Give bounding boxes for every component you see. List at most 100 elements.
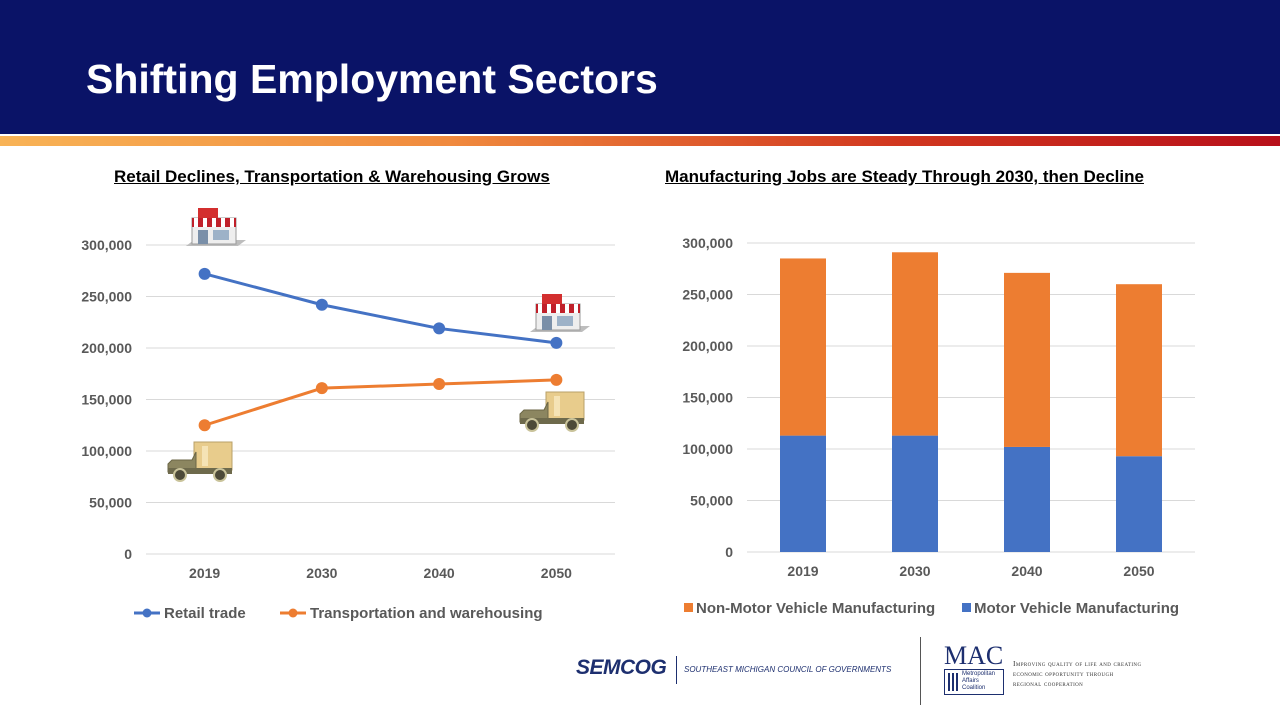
store-icon-sign xyxy=(542,294,562,304)
legend-marker xyxy=(142,608,152,618)
truck-icon-cargo-detail xyxy=(202,446,208,466)
truck-icon-cargo xyxy=(193,441,233,471)
mac-tagline-line: regional cooperation xyxy=(1013,679,1084,688)
x-tick-label: 2040 xyxy=(1011,563,1042,579)
y-tick-label: 50,000 xyxy=(89,495,132,511)
mac-name: Metropolitan Affairs Coalition xyxy=(962,671,995,692)
store-icon-stripe xyxy=(221,218,225,227)
y-tick-label: 200,000 xyxy=(81,340,132,356)
truck-icon-wheel xyxy=(525,418,539,432)
store-icon-door xyxy=(198,230,208,244)
truck-icon-chassis xyxy=(168,468,232,474)
mac-logo-box: Metropolitan Affairs Coalition xyxy=(944,669,1004,695)
store-icon-stripe xyxy=(212,218,216,227)
series-line xyxy=(204,272,557,345)
truck-icon-cargo xyxy=(545,391,585,421)
mac-name-line: Affairs xyxy=(962,678,979,684)
y-tick-label: 0 xyxy=(725,544,733,560)
y-tick-label: 250,000 xyxy=(682,287,733,303)
y-tick-label: 100,000 xyxy=(682,441,733,457)
store-icon-window xyxy=(557,316,573,326)
bar-segment xyxy=(892,435,938,552)
legend-swatch xyxy=(962,603,971,612)
x-tick-label: 2030 xyxy=(899,563,930,579)
store-icon-sign xyxy=(198,208,218,218)
store-icon-window xyxy=(213,230,229,240)
legend-marker xyxy=(288,608,298,618)
data-point xyxy=(315,298,328,311)
y-tick-label: 200,000 xyxy=(682,338,733,354)
series-line xyxy=(204,378,557,427)
bar-segment xyxy=(780,258,826,436)
line-chart-title: Retail Declines, Transportation & Wareho… xyxy=(114,167,550,186)
x-tick-label: 2040 xyxy=(424,565,455,581)
bar-segment xyxy=(1116,284,1162,457)
store-icon-stripe xyxy=(230,218,234,227)
bar-chart-title: Manufacturing Jobs are Steady Through 20… xyxy=(665,167,1144,186)
data-point xyxy=(433,378,446,391)
mac-logo-bars-icon xyxy=(948,673,960,691)
data-point xyxy=(198,419,211,432)
semcog-name: SOUTHEAST MICHIGAN COUNCIL OF GOVERNMENT… xyxy=(684,665,892,674)
mac-logo-letters: MAC xyxy=(944,641,1004,670)
semcog-logo: SEMCOG xyxy=(576,656,667,679)
footer-divider xyxy=(920,637,921,705)
store-icon-stripe xyxy=(203,218,207,227)
data-point xyxy=(550,373,563,386)
legend-label: Non-Motor Vehicle Manufacturing xyxy=(696,600,935,617)
truck-icon-cargo-detail xyxy=(554,396,560,416)
line-chart: 0 50,000 100,000 150,000 200,000 250,000 300,0… xyxy=(81,208,615,622)
data-point xyxy=(315,382,328,395)
data-point xyxy=(198,267,211,280)
x-tick-label: 2019 xyxy=(787,563,818,579)
legend-label: Transportation and warehousing xyxy=(310,605,543,622)
data-point xyxy=(433,322,446,335)
slide-header: Shifting Employment Sectors xyxy=(0,0,1280,134)
mac-name-line: Coalition xyxy=(962,685,986,691)
store-icon-stripe xyxy=(574,304,578,313)
store-icon-stripe xyxy=(538,304,542,313)
legend-label: Motor Vehicle Manufacturing xyxy=(974,600,1179,617)
x-tick-label: 2019 xyxy=(189,565,220,581)
legend-label: Retail trade xyxy=(164,605,246,622)
bar-segment xyxy=(780,435,826,552)
semcog-logo-divider xyxy=(676,656,677,684)
y-tick-label: 150,000 xyxy=(81,392,132,408)
truck-icon xyxy=(519,391,585,432)
bar-segment xyxy=(1004,272,1050,447)
store-icon-stripe xyxy=(556,304,560,313)
store-icon-stripe xyxy=(194,218,198,227)
truck-icon-chassis xyxy=(520,418,584,424)
header-stripe xyxy=(0,136,1280,146)
y-tick-label: 50,000 xyxy=(690,493,733,509)
bar-segment xyxy=(892,252,938,436)
x-tick-label: 2050 xyxy=(541,565,572,581)
store-icon-door xyxy=(542,316,552,330)
store-icon xyxy=(186,208,246,246)
y-tick-label: 150,000 xyxy=(682,390,733,406)
truck-icon-wheel xyxy=(565,418,579,432)
legend-swatch xyxy=(684,603,693,612)
bar-segment xyxy=(1116,456,1162,552)
data-point xyxy=(550,336,563,349)
x-tick-label: 2050 xyxy=(1123,563,1154,579)
truck-icon-wheel xyxy=(173,468,187,482)
y-tick-label: 250,000 xyxy=(81,289,132,305)
mac-tagline: Improving quality of life and creating e… xyxy=(1013,659,1141,689)
y-tick-label: 300,000 xyxy=(81,237,132,253)
store-icon xyxy=(530,294,590,332)
mac-logo: MAC Metropolitan Affairs Coalition xyxy=(944,641,1004,695)
mac-name-line: Metropolitan xyxy=(962,671,996,677)
slide-title: Shifting Employment Sectors xyxy=(86,56,658,102)
truck-icon xyxy=(167,441,233,482)
y-tick-label: 0 xyxy=(124,546,132,562)
truck-icon-wheel xyxy=(213,468,227,482)
mac-tagline-line: Improving quality of life and creating xyxy=(1013,659,1142,668)
bar-chart: 0 50,000 100,000 150,000 200,000 250,000 300,0… xyxy=(682,235,1195,617)
y-tick-label: 100,000 xyxy=(81,443,132,459)
bar-segment xyxy=(1004,446,1050,552)
x-tick-label: 2030 xyxy=(306,565,337,581)
store-icon-stripe xyxy=(547,304,551,313)
y-tick-label: 300,000 xyxy=(682,235,733,251)
mac-tagline-line: economic opportunity through xyxy=(1013,669,1114,678)
